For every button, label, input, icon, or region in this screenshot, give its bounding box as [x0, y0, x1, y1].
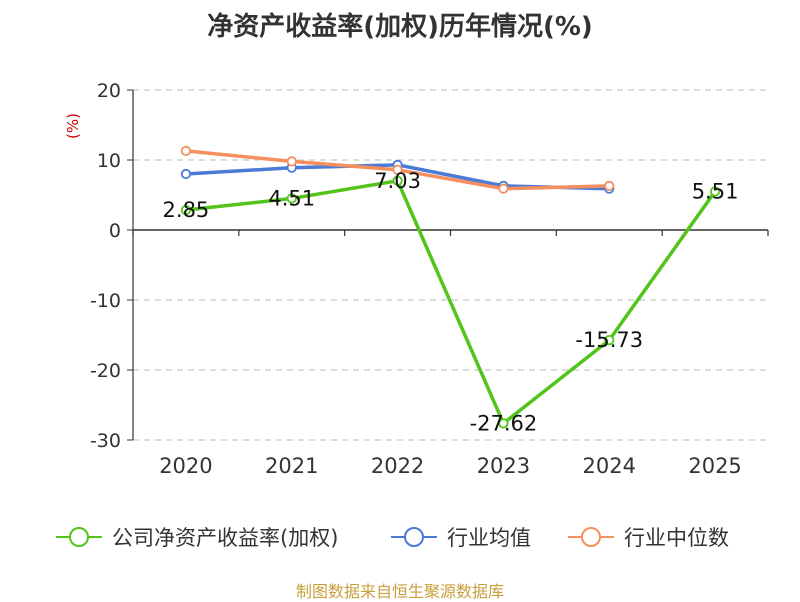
- y-tick-label: 20: [97, 80, 121, 102]
- data-point: [286, 193, 297, 204]
- data-point: [498, 418, 509, 429]
- data-label: 7.03: [374, 169, 421, 193]
- data-point: [604, 335, 615, 346]
- data-point: [180, 168, 192, 180]
- data-label: -15.73: [575, 328, 643, 352]
- x-tick-label: 2025: [688, 454, 741, 478]
- legend-marker: [404, 527, 424, 547]
- data-point: [180, 145, 192, 156]
- series-line: [185, 179, 717, 426]
- x-tick-label: 2024: [583, 454, 636, 478]
- data-point: [604, 180, 615, 191]
- legend-label: 行业中位数: [624, 526, 729, 550]
- x-tick-label: 2021: [265, 454, 318, 478]
- data-labels: 2.85 4.51 7.03 -27.62 -15.73 5.51: [163, 169, 739, 436]
- y-tick-label: -20: [90, 360, 121, 382]
- data-point: [392, 164, 403, 175]
- legend-label: 公司净资产收益率(加权): [112, 526, 338, 550]
- data-label: 2.85: [163, 198, 210, 222]
- source-footer: 制图数据来自恒生聚源数据库: [295, 582, 504, 601]
- axes: 20 10 0 -10 -20 -30 (%) 2020 2021 2022 2023 2024 202…: [64, 80, 769, 478]
- x-tick-label: 2020: [159, 454, 212, 478]
- data-point: [498, 183, 509, 194]
- y-axis-label: (%): [64, 113, 82, 139]
- data-point: [286, 156, 297, 167]
- y-tick-label: 0: [109, 220, 121, 242]
- chart-title: 净资产收益率(加权)历年情况(%): [207, 12, 593, 42]
- grid-lines: [133, 89, 768, 441]
- x-tick-label: 2022: [371, 454, 424, 478]
- data-label: -27.62: [470, 411, 538, 435]
- legend: 公司净资产收益率(加权) 行业均值 行业中位数: [56, 526, 729, 550]
- legend-marker: [69, 527, 89, 547]
- legend-label: 行业均值: [447, 526, 531, 550]
- data-label: 4.51: [268, 186, 315, 210]
- x-tick-label: 2023: [477, 454, 530, 478]
- data-point: [392, 175, 403, 186]
- y-tick-label: -30: [90, 430, 121, 452]
- series-lines: [180, 145, 721, 429]
- data-point: [180, 204, 192, 216]
- legend-marker: [581, 527, 601, 547]
- data-point: [709, 186, 721, 197]
- data-label: 5.51: [692, 179, 739, 203]
- y-tick-label: 10: [97, 150, 121, 172]
- y-tick-label: -10: [90, 290, 121, 312]
